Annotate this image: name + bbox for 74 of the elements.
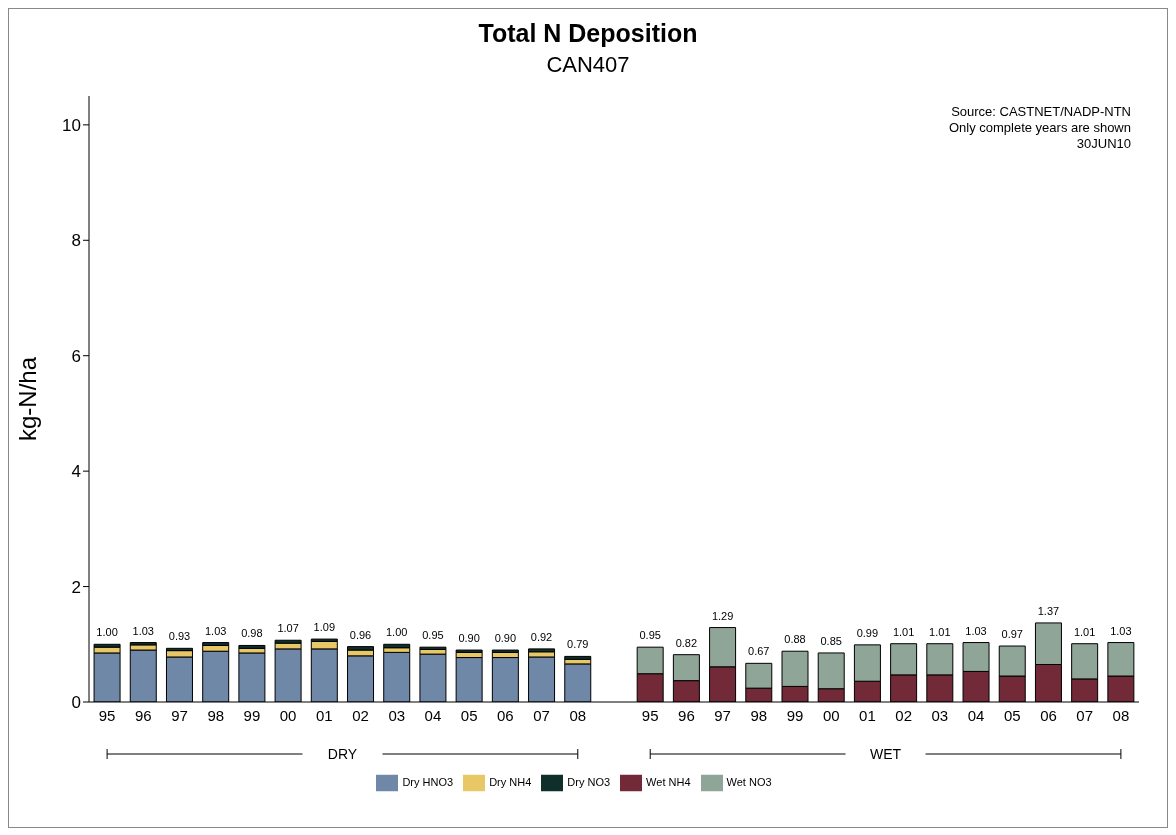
y-tick-label: 4 [71,462,81,482]
x-tick-label: 97 [714,706,731,724]
y-tick-label: 6 [71,346,81,366]
chart-title: Total N Deposition [477,19,699,48]
x-tick-label: 97 [171,706,188,724]
y-tick-label: 0 [71,693,81,713]
x-tick-label: 06 [497,706,514,724]
total-label: 1.03 [204,624,227,637]
annotation: 30JUN10 [1075,136,1131,152]
total-label: 0.90 [458,632,480,645]
x-tick-label: 03 [931,706,949,724]
x-tick-label: 05 [1003,706,1021,724]
x-tick-label: 95 [98,706,116,724]
x-tick-label: 04 [424,706,442,724]
total-label: 1.03 [132,624,154,637]
total-label: 0.95 [639,629,661,642]
total-label: 0.67 [748,645,770,658]
legend-label: Wet NH4 [646,775,691,788]
total-label: 0.88 [784,633,806,646]
x-tick-label: 07 [533,706,550,724]
total-label: 0.93 [168,630,191,643]
x-tick-label: 00 [822,706,840,724]
y-tick-label: 10 [62,115,81,135]
total-label: 0.97 [1001,628,1023,641]
x-tick-label: 00 [279,706,297,724]
legend-label: Wet NO3 [726,775,772,788]
total-label: 1.00 [96,626,118,639]
total-label: 0.98 [241,627,263,640]
total-label: 1.37 [1037,604,1060,617]
chart-subtitle: CAN407 [545,52,631,78]
x-tick-label: 08 [569,706,587,724]
total-label: 1.29 [711,609,734,622]
total-label: 1.01 [929,625,951,638]
x-tick-label: 95 [641,706,659,724]
annotation: Source: CASTNET/NADP-NTN [950,104,1131,120]
total-label: 1.03 [1110,624,1132,637]
x-tick-label: 07 [1076,706,1094,724]
total-label: 0.99 [856,626,879,639]
total-label: 0.82 [675,636,698,649]
x-tick-label: 08 [1112,706,1130,724]
x-tick-label: 98 [207,706,225,724]
x-tick-label: 96 [134,706,152,724]
x-tick-label: 98 [750,706,768,724]
total-label: 1.07 [277,622,299,635]
total-label: 1.03 [965,624,987,637]
x-tick-label: 05 [460,706,478,724]
y-tick-label: 8 [71,231,81,251]
x-tick-label: 01 [316,706,333,724]
x-tick-label: 99 [786,706,804,724]
annotation: Only complete years are shown [948,120,1131,136]
total-label: 0.79 [567,638,589,651]
x-tick-label: 02 [352,706,369,724]
x-tick-label: 01 [859,706,876,724]
legend-label: Dry NH4 [489,775,532,788]
total-label: 0.90 [494,632,517,645]
total-label: 0.95 [422,629,444,642]
legend-label: Dry NO3 [567,775,611,788]
x-tick-label: 96 [678,706,695,724]
x-tick-label: 02 [895,706,912,724]
x-tick-label: 03 [388,706,406,724]
x-tick-label: 04 [967,706,985,724]
legend-label: Dry HNO3 [402,775,454,788]
total-label: 1.00 [386,626,408,639]
total-label: 1.09 [313,621,336,634]
total-label: 0.96 [349,628,372,641]
x-tick-label: 06 [1040,706,1057,724]
x-tick-label: 99 [243,706,261,724]
total-label: 0.92 [530,630,553,643]
y-tick-label: 2 [71,577,81,597]
total-label: 1.01 [892,625,915,638]
total-label: 1.01 [1073,625,1096,638]
group-brackets: DRY WET [9,742,1159,766]
y-axis-title: kg-N/ha [13,356,41,442]
total-label: 0.85 [820,634,842,647]
